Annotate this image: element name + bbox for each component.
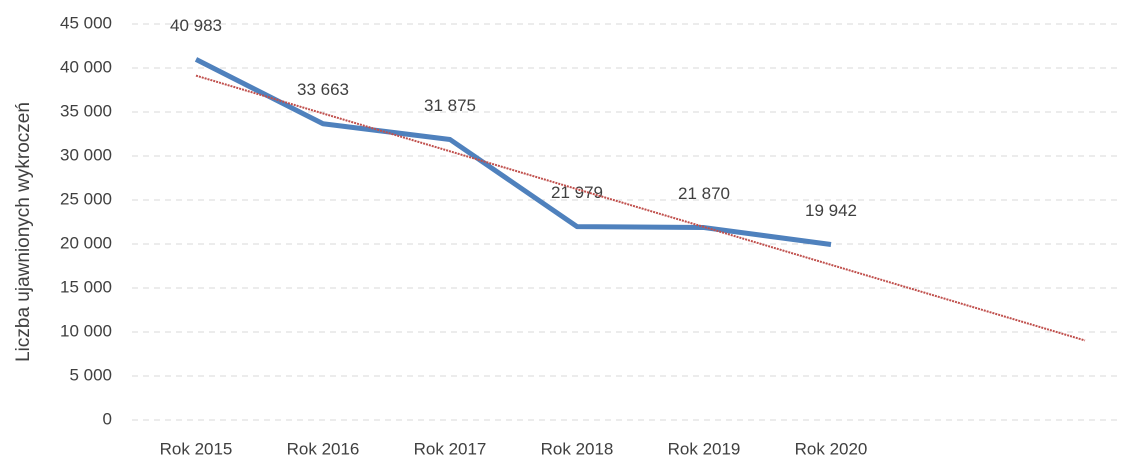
y-tick-label: 40 000 (60, 57, 112, 76)
x-tick-label: Rok 2018 (541, 439, 614, 458)
data-label: 40 983 (170, 16, 222, 35)
y-axis-label: Liczba ujawnionych wykroczeń (13, 102, 34, 362)
y-tick-label: 0 (103, 409, 112, 428)
y-tick-label: 25 000 (60, 189, 112, 208)
x-tick-label: Rok 2017 (414, 439, 487, 458)
x-tick-label: Rok 2015 (160, 439, 233, 458)
y-tick-label: 45 000 (60, 13, 112, 32)
data-label: 21 870 (678, 184, 730, 203)
x-tick-label: Rok 2016 (287, 439, 360, 458)
y-tick-label: 35 000 (60, 101, 112, 120)
x-tick-label: Rok 2019 (668, 439, 741, 458)
data-label: 19 942 (805, 201, 857, 220)
y-tick-label: 30 000 (60, 145, 112, 164)
x-tick-label: Rok 2020 (795, 439, 868, 458)
y-tick-label: 15 000 (60, 277, 112, 296)
data-line (194, 57, 832, 247)
y-tick-label: 20 000 (60, 233, 112, 252)
data-label: 21 979 (551, 183, 603, 202)
data-label: 31 875 (424, 96, 476, 115)
y-tick-label: 5 000 (69, 365, 112, 384)
y-tick-label: 10 000 (60, 321, 112, 340)
data-label: 33 663 (297, 80, 349, 99)
trendline (195, 74, 1086, 342)
